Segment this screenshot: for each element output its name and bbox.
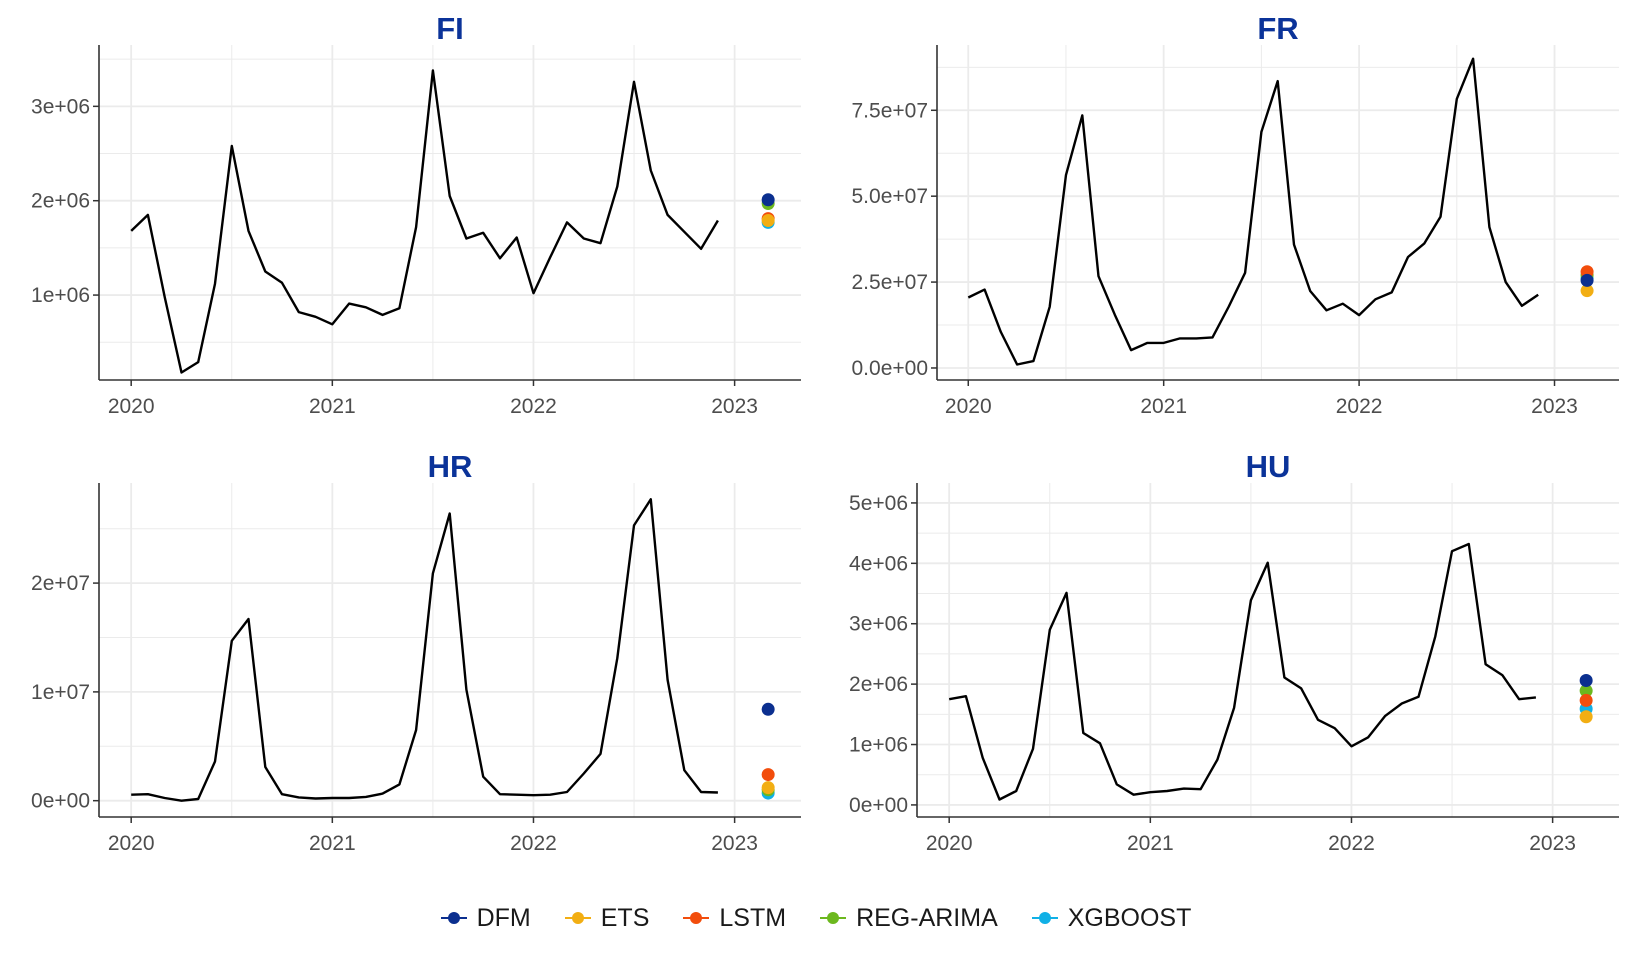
y-tick-label: 3e+06 <box>849 613 908 636</box>
y-tick-label: 0e+00 <box>849 794 908 817</box>
panel-hu: 2020 2021 2022 2023 0e+00 1e+06 2e+06 3e+06 4e+0… <box>849 449 1619 855</box>
legend-label-ets: ETS <box>600 903 650 932</box>
legend-label-dfm: DFM <box>476 903 531 932</box>
panel-hr: 2020 2021 2022 2023 0e+00 1e+07 2e+07 HR <box>31 449 801 855</box>
x-tick-label: 2021 <box>309 832 356 855</box>
y-tick-label: 0e+00 <box>31 790 90 813</box>
legend-key-reg-arima <box>820 908 847 928</box>
x-tick-label: 2023 <box>711 832 758 855</box>
forecast-point-ets <box>761 214 775 228</box>
legend-key-xgboost <box>1031 908 1058 928</box>
y-tick-label: 4e+06 <box>849 552 908 575</box>
series-line <box>948 542 1537 801</box>
grid-hr <box>99 483 801 817</box>
panel-fi: 2020 2021 2022 2023 1e+06 2e+06 3e+06 FI <box>31 11 801 418</box>
legend-label-lstm: LSTM <box>719 903 787 932</box>
legend-item-ets: ETS <box>564 903 650 933</box>
forecast-point-dfm <box>1580 273 1594 287</box>
y-tick-label: 1e+07 <box>31 681 90 704</box>
panel-title: HU <box>1246 449 1291 484</box>
x-tick-label: 2022 <box>510 395 557 418</box>
y-tick-label: 5e+06 <box>849 492 908 515</box>
y-tick-label: 1e+06 <box>849 734 908 757</box>
grid-hu <box>917 483 1619 817</box>
y-tick-label: 2e+06 <box>849 673 908 696</box>
y-tick-label: 7.5e+07 <box>852 99 929 122</box>
series-line <box>131 498 718 802</box>
legend-item-reg-arima: REG-ARIMA <box>820 904 998 933</box>
y-tick-label: 1e+06 <box>31 284 90 307</box>
grid-fi <box>99 45 801 380</box>
x-tick-label: 2023 <box>1529 832 1576 855</box>
x-tick-label: 2021 <box>1127 832 1174 855</box>
legend-item-dfm: DFM <box>440 903 531 933</box>
y-tick-label: 2e+06 <box>31 190 90 213</box>
series-line <box>967 57 1539 366</box>
forecast-point-ets <box>1579 710 1593 724</box>
legend-item-lstm: LSTM <box>683 904 786 933</box>
x-tick-label: 2020 <box>108 395 155 418</box>
panel-title: FR <box>1257 11 1298 46</box>
panel-title: FI <box>436 11 464 46</box>
y-tick-label: 2.5e+07 <box>852 271 929 294</box>
y-tick-label: 5.0e+07 <box>852 185 929 208</box>
forecast-point-dfm <box>1579 674 1593 688</box>
y-tick-label: 2e+07 <box>31 572 90 595</box>
x-tick-label: 2022 <box>510 832 557 855</box>
forecast-point-dfm <box>761 702 775 716</box>
x-tick-label: 2020 <box>945 395 992 418</box>
forecast-point-lstm <box>1579 693 1593 707</box>
forecast-point-dfm <box>761 193 775 207</box>
series-line <box>130 69 719 374</box>
forecast-point-ets <box>761 781 775 795</box>
x-tick-label: 2020 <box>108 832 155 855</box>
x-tick-label: 2022 <box>1336 395 1383 418</box>
legend-label-reg-arima: REG-ARIMA <box>856 903 998 932</box>
x-tick-label: 2021 <box>1140 395 1187 418</box>
x-tick-label: 2023 <box>1531 395 1578 418</box>
legend-key-lstm <box>683 908 710 928</box>
legend-label-xgboost: XGBOOST <box>1067 903 1192 932</box>
panel-title: HR <box>428 449 473 484</box>
y-tick-label: 3e+06 <box>31 95 90 118</box>
forecast-point-reg-arima <box>1579 684 1593 698</box>
legend: DFM ETS LSTM REG-ARIMA XGBOOST <box>0 900 1632 936</box>
x-tick-label: 2021 <box>309 395 356 418</box>
panel-fr: 2020 2021 2022 2023 0.0e+00 2.5e+07 5.0e+07 7.5… <box>852 11 1619 418</box>
y-tick-label: 0.0e+00 <box>852 357 929 380</box>
legend-key-ets <box>564 908 591 928</box>
forecast-point-lstm <box>761 768 775 782</box>
x-tick-label: 2023 <box>711 395 758 418</box>
legend-key-dfm <box>440 908 467 928</box>
forecast-point-ets <box>1580 284 1594 298</box>
legend-item-xgboost: XGBOOST <box>1031 903 1192 933</box>
x-tick-label: 2020 <box>926 832 973 855</box>
x-tick-label: 2022 <box>1328 832 1375 855</box>
